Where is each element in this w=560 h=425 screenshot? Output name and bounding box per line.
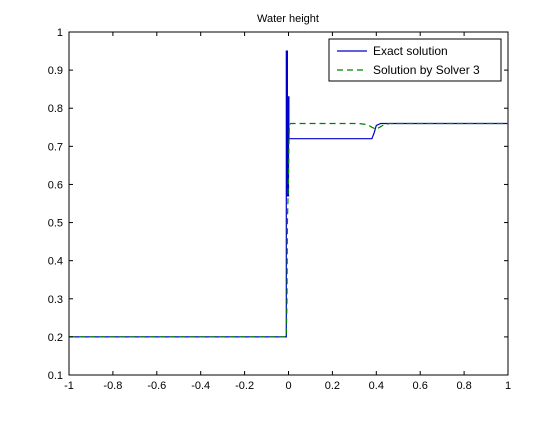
- x-tick-label: 0.2: [325, 380, 340, 392]
- y-tick-label: 0.8: [48, 103, 63, 115]
- y-axis-ticks: 0.1 0.2 0.3 0.4 0.5 0.6 0.7 0.8 0.9 1: [48, 27, 508, 382]
- legend-box: [328, 38, 502, 82]
- y-tick-label: 0.1: [48, 370, 63, 382]
- y-tick-label: 0.7: [48, 141, 63, 153]
- y-tick-label: 0.4: [48, 256, 63, 268]
- y-tick-label: 0.6: [48, 179, 63, 191]
- y-tick-label: 1: [57, 27, 63, 39]
- series-lines: [69, 50, 508, 338]
- y-tick-label: 0.3: [48, 294, 63, 306]
- x-tick-label: -0.6: [147, 380, 166, 392]
- x-tick-label: -1: [64, 380, 74, 392]
- series-line-exact-solution: [69, 50, 508, 338]
- x-tick-label: -0.4: [191, 380, 210, 392]
- x-tick-label: 0.6: [413, 380, 428, 392]
- chart-title: Water height: [257, 13, 319, 25]
- x-tick-label: 0: [285, 380, 291, 392]
- legend: Exact solution Solution by Solver 3: [328, 38, 502, 82]
- x-tick-label: 1: [505, 380, 511, 392]
- y-tick-label: 0.5: [48, 218, 63, 230]
- x-tick-label: -0.2: [235, 380, 254, 392]
- x-tick-label: 0.8: [456, 380, 471, 392]
- x-tick-label: -0.8: [103, 380, 122, 392]
- y-tick-label: 0.2: [48, 332, 63, 344]
- x-axis-ticks: -1 -0.8 -0.6 -0.4 -0.2 0 0.2 0.4 0.6 0.8 1: [64, 32, 511, 392]
- x-tick-label: 0.4: [369, 380, 384, 392]
- legend-label: Exact solution: [373, 44, 448, 58]
- series-line-solver-3: [69, 122, 508, 338]
- y-tick-label: 0.9: [48, 65, 63, 77]
- axes-frame: [68, 31, 509, 376]
- plot-area: [68, 31, 509, 376]
- legend-label: Solution by Solver 3: [373, 63, 480, 77]
